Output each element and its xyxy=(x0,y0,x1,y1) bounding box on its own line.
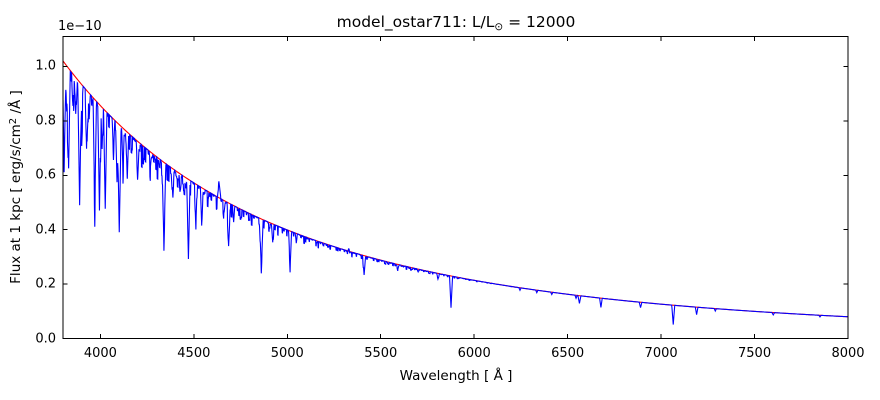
plot-title-value: = 12000 xyxy=(503,13,576,31)
plot-title-text: model_ostar711: L/L xyxy=(336,13,495,31)
x-tick-label: 6000 xyxy=(457,345,491,361)
y-tick-label: 0.8 xyxy=(35,113,56,129)
y-tick-label: 0.4 xyxy=(35,222,56,238)
x-tick-label: 6500 xyxy=(551,345,585,361)
x-tick-label: 4500 xyxy=(177,345,211,361)
sun-symbol: ⊙ xyxy=(494,21,504,33)
x-tick-label: 7500 xyxy=(738,345,772,361)
y-axis-label-units: /Å ] xyxy=(8,90,24,118)
y-axis-offset-text: 1e−10 xyxy=(58,19,102,34)
x-tick-label: 5000 xyxy=(270,345,304,361)
x-tick-label: 7000 xyxy=(644,345,678,361)
y-tick-label: 0.2 xyxy=(35,276,56,292)
y-axis-label: Flux at 1 kpc [ erg/s/cm2 /Å ] xyxy=(8,90,24,284)
y-axis-label-text: Flux at 1 kpc [ erg/s/cm xyxy=(8,124,24,284)
x-axis-label: Wavelength [ Å ] xyxy=(399,368,513,384)
y-tick-label: 0.0 xyxy=(35,331,56,346)
tick-marks xyxy=(63,36,849,339)
x-tick-label: 4000 xyxy=(83,345,117,361)
axes-frame xyxy=(62,36,849,339)
y-tick-label: 1.0 xyxy=(35,58,56,74)
x-tick-label: 5500 xyxy=(364,345,398,361)
y-tick-label: 0.6 xyxy=(35,167,56,183)
plot-title: model_ostar711: L/L⊙ = 12000 xyxy=(337,13,576,33)
y-axis-label-exponent: 2 xyxy=(8,117,19,125)
spectrum-line xyxy=(63,70,848,325)
x-tick-label: 8000 xyxy=(831,345,865,361)
